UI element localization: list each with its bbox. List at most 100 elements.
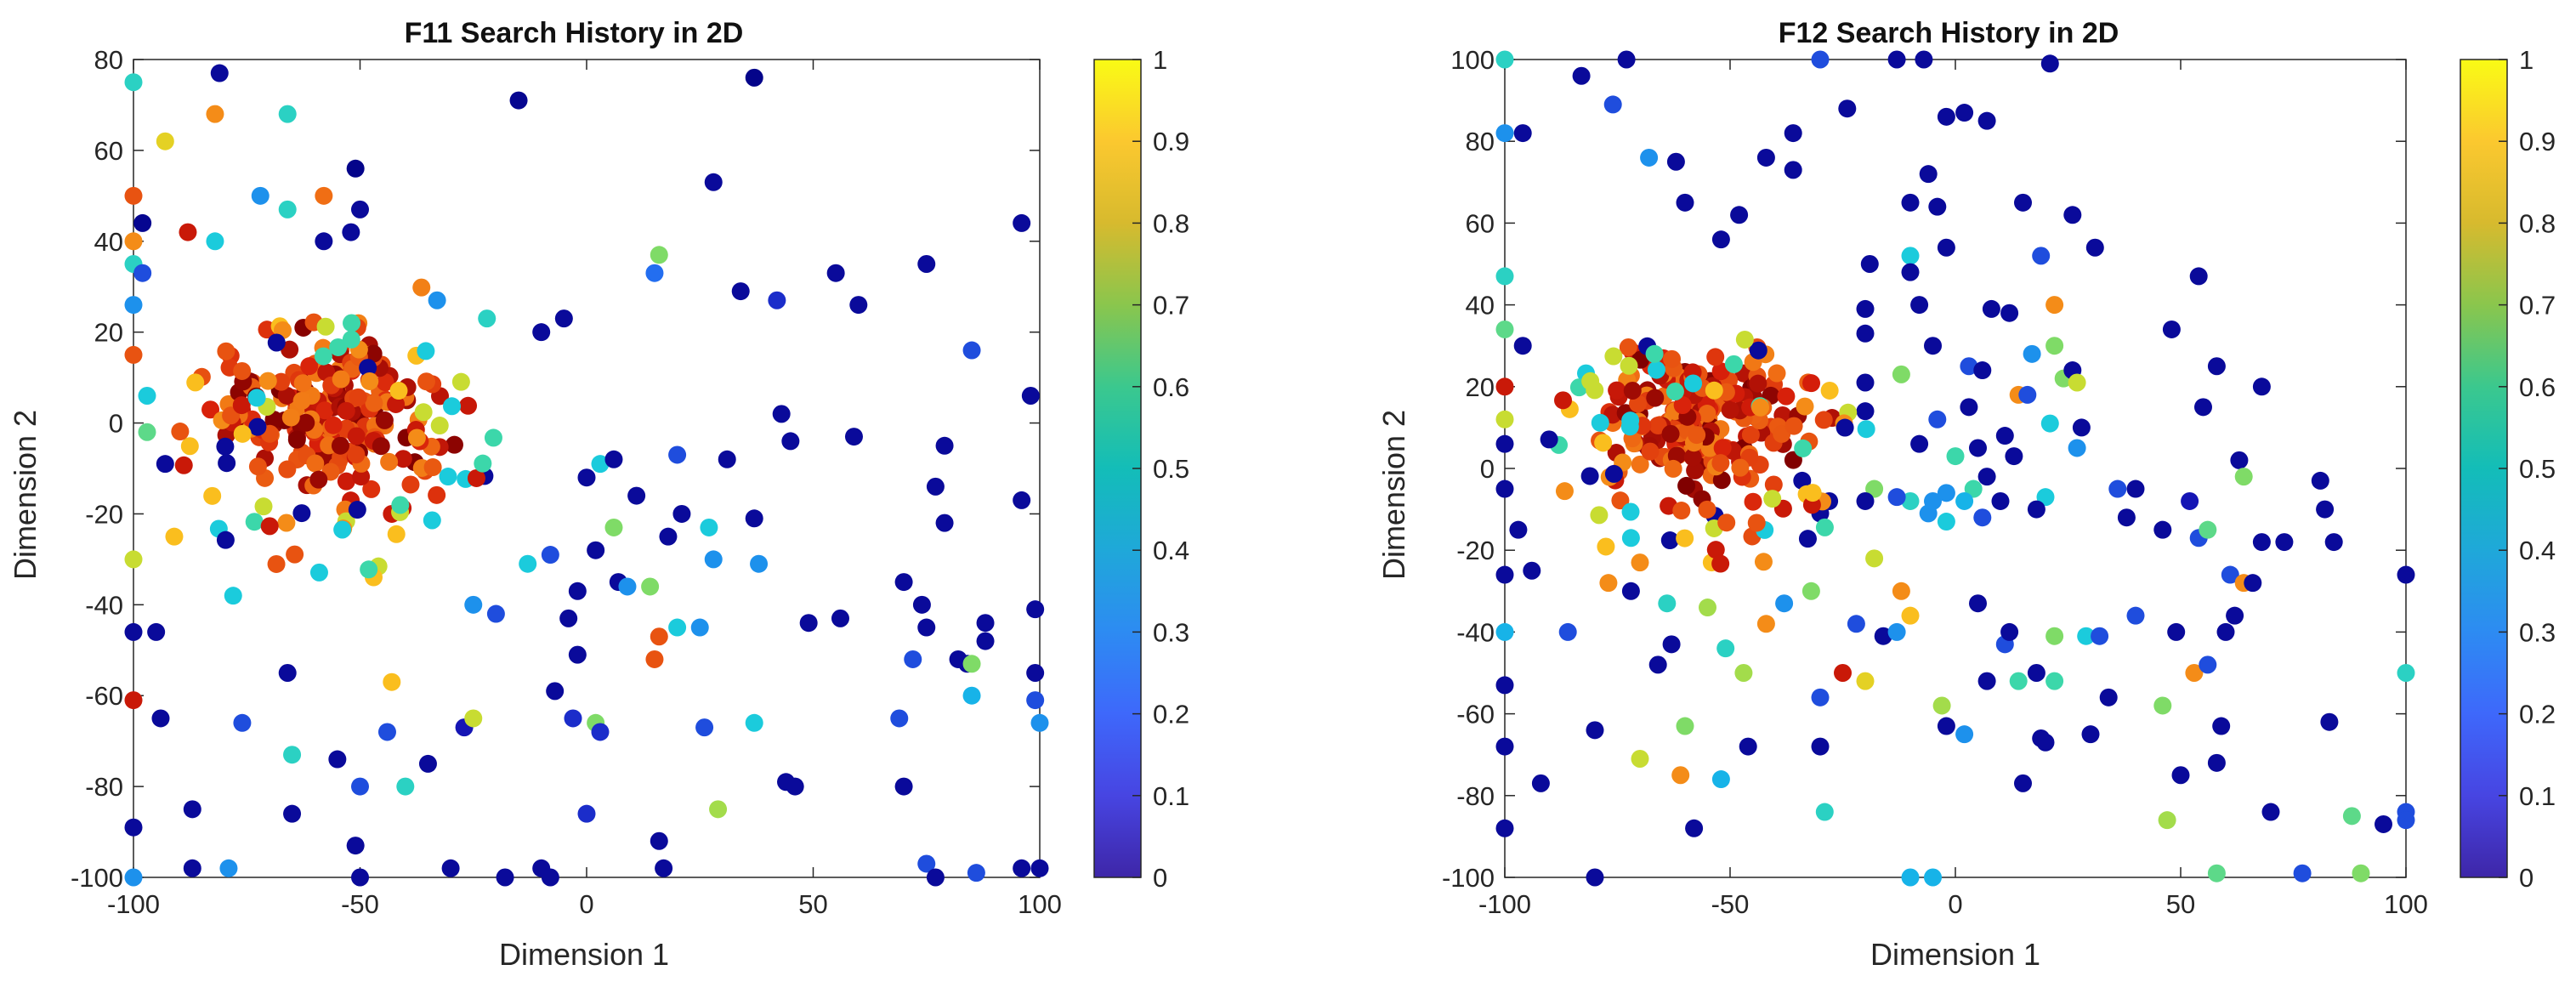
scatter-point [926,477,945,496]
scatter-point [314,347,332,366]
scatter-point [1026,600,1045,619]
colorbar-tick-label: 0.9 [1153,127,1189,156]
scatter-point [894,777,913,796]
scatter-point [1856,672,1875,690]
scatter-point [387,525,406,543]
scatter-point [2117,508,2136,527]
scatter-point [332,370,350,389]
scatter-point [1946,447,1965,466]
scatter-point [1924,868,1942,887]
scatter-point [1631,553,1649,572]
scatter-point [1665,383,1684,401]
scatter-point [375,411,394,429]
scatter-point [216,531,235,549]
scatter-point [1631,455,1649,474]
scatter-point [147,622,166,641]
scatter-point [315,186,333,205]
scatter-point [267,554,286,573]
scatter-point [1676,717,1694,735]
scatter-point [1767,364,1786,383]
scatter-point [1660,531,1679,550]
scatter-point [2293,864,2312,882]
scatter-point [283,746,302,764]
scatter-point [745,509,763,528]
scatter-point [496,868,514,887]
scatter-point [1555,482,1574,501]
scatter-point [704,550,723,569]
colorbar-tick-label: 0.9 [2519,127,2556,156]
colorbar-tick-label: 1 [1153,45,1167,75]
scatter-point [224,587,242,605]
scatter-point [1590,506,1609,525]
scatter-point [1617,50,1636,69]
scatter-point [297,413,315,432]
scatter-point [2324,533,2343,552]
scatter-point [2045,627,2064,645]
scatter-point [2014,774,2032,792]
scatter-point [1623,382,1642,400]
scatter-point [1724,355,1743,373]
scatter-point [1739,737,1757,756]
scatter-point [2316,500,2335,519]
scatter-point [1713,439,1732,457]
y-tick-label: -40 [85,590,123,620]
scatter-point [1928,197,1947,216]
scatter-point [459,396,478,415]
scatter-point [333,520,352,539]
scatter-point [2221,565,2239,584]
scatter-point [718,450,736,468]
scatter-point [1887,622,1906,641]
scatter-point [2072,418,2091,437]
scatter-point [1964,479,1983,498]
scatter-point [1892,582,1910,600]
scatter-point [1495,819,1514,837]
scatter-point [1604,347,1623,366]
y-tick-label: 0 [109,409,123,439]
scatter-point [347,427,366,445]
scatter-point [1631,750,1649,769]
scatter-point [2023,344,2041,363]
scatter-point [2068,373,2086,392]
scatter-point [1955,104,1974,122]
scatter-point [1730,206,1749,224]
scatter-point [604,518,623,536]
scatter-point [428,485,446,504]
scatter-point [650,246,668,264]
scatter-point [1699,599,1716,617]
y-tick-label: 20 [94,318,123,348]
scatter-point [210,64,229,82]
scatter-point [260,517,279,536]
scatter-point [1777,387,1796,406]
scatter-point [2185,664,2204,682]
scatter-point [668,618,687,637]
scatter-point [1910,434,1929,453]
scatter-point [890,709,909,728]
scatter-point [342,223,360,241]
scatter-point [254,497,273,516]
scatter-point [1611,491,1630,510]
scatter-point [912,595,931,614]
scatter-point [124,73,143,92]
scatter-point [1887,50,1906,69]
scatter-point [387,394,406,413]
scatter-point [1664,459,1682,478]
scatter-point [2162,320,2181,338]
scatter-point [1735,330,1754,349]
scatter-point [1919,165,1938,184]
scatter-point [329,338,348,356]
scatter-point [1716,639,1735,658]
scatter-point [1793,471,1812,490]
scatter-point [1932,696,1951,715]
scatter-point [1856,402,1875,421]
scatter-point [1901,193,1920,212]
scatter-point [1591,413,1609,432]
scatter-point [546,682,565,701]
scatter-point [2063,206,2082,224]
scatter-point [587,541,605,559]
scatter-point [251,186,270,205]
scatter-point [1802,374,1821,393]
scatter-point [1706,348,1725,366]
scatter-point [171,423,190,441]
scatter-point [138,423,156,441]
x-tick-label: 0 [579,889,593,919]
